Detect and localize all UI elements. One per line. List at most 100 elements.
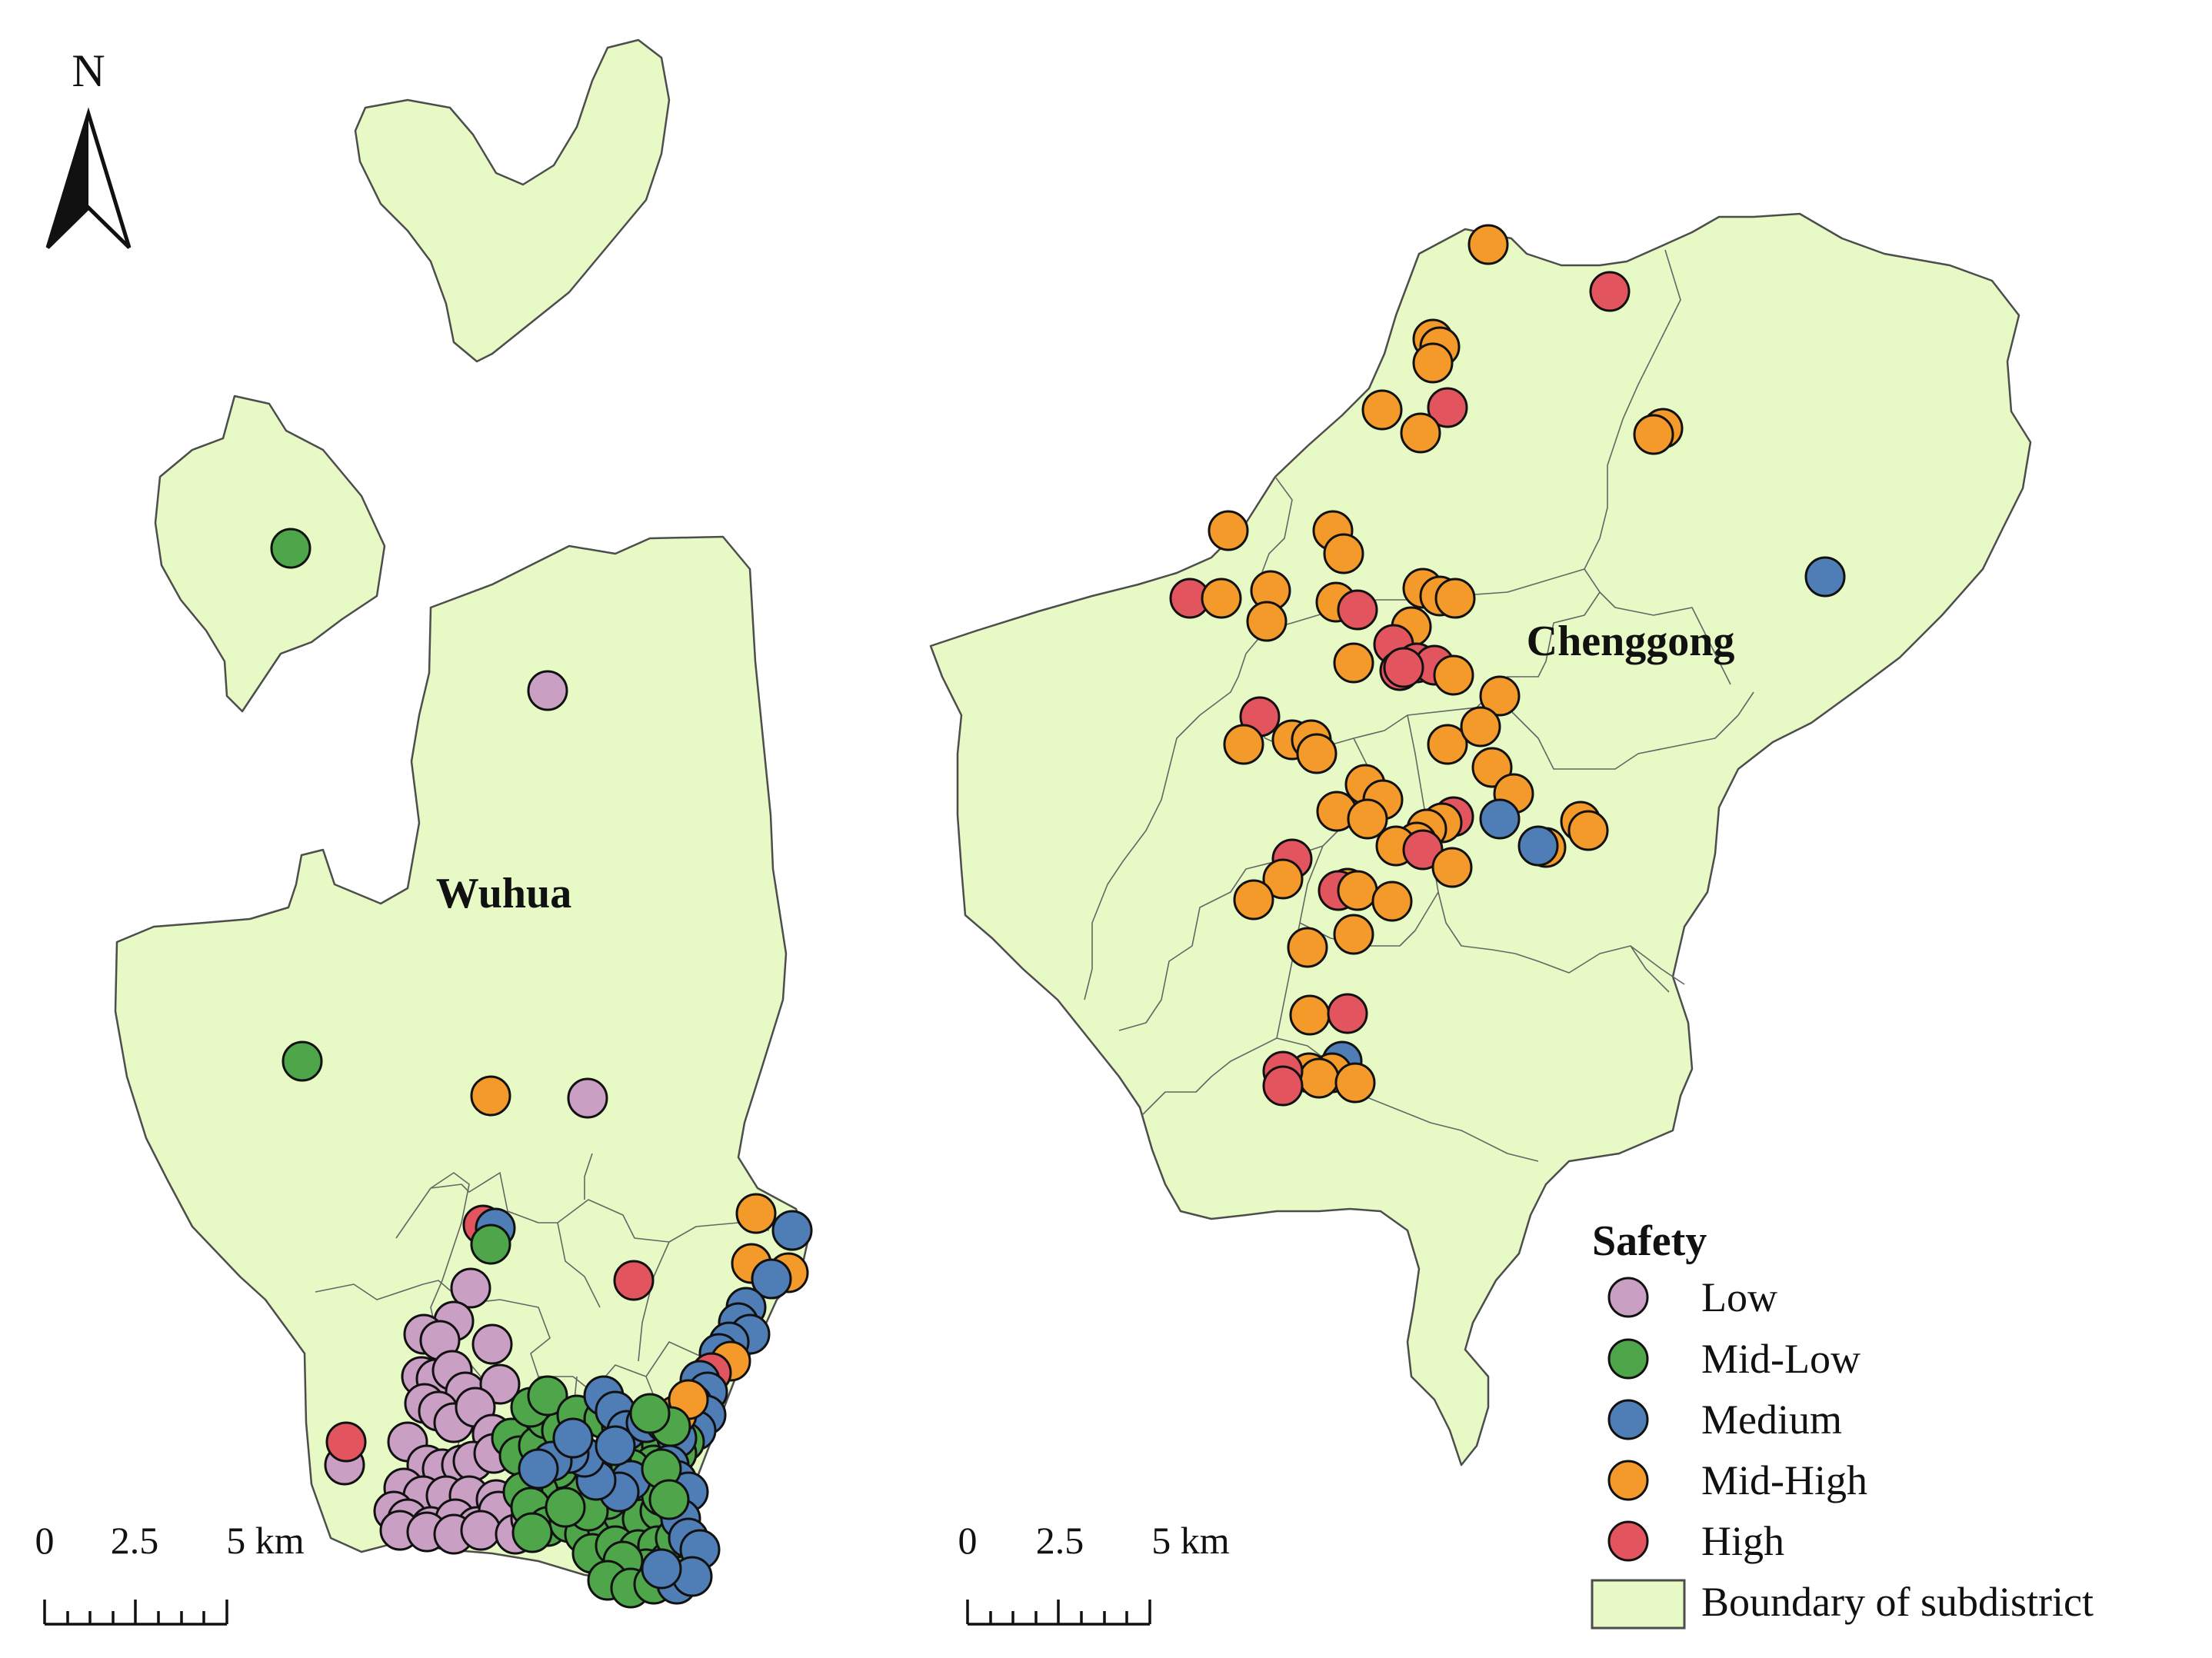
point-mid-high: [1233, 879, 1274, 921]
wuhua-north-enclave: [354, 38, 671, 363]
north-arrow-fill-icon: [48, 114, 88, 248]
point-high: [325, 1421, 367, 1463]
legend-swatch-low: [1607, 1277, 1649, 1318]
point-mid-high: [1471, 747, 1513, 788]
point-mid-high: [1296, 733, 1338, 774]
point-mid-high: [1633, 414, 1674, 455]
scale-bar-wuhua: 0 2.5 5 km: [35, 1519, 305, 1626]
scale-tick-0: 0: [35, 1519, 55, 1562]
chenggong-district: [929, 212, 2032, 1467]
legend-swatch-mid-low: [1607, 1338, 1649, 1380]
chenggong-subdistrict-lines: [1084, 249, 1754, 1162]
scale-tick-2-5: 2.5: [1036, 1519, 1084, 1562]
point-medium: [1804, 556, 1846, 598]
point-high: [1427, 387, 1468, 428]
legend-swatch-high: [1607, 1520, 1649, 1562]
legend: Safety Low Mid-Low Medium Mid-High High …: [1591, 1217, 2094, 1630]
north-arrow-label: N: [72, 45, 105, 96]
legend-swatch-mid-high: [1607, 1460, 1649, 1501]
point-mid-low: [629, 1393, 671, 1434]
point-mid-high: [1223, 724, 1264, 765]
point-high: [1327, 993, 1368, 1034]
point-mid-high: [1434, 578, 1476, 619]
wuhua-district: [114, 38, 809, 1582]
point-high: [1337, 589, 1378, 631]
point-mid-high: [1298, 1057, 1340, 1099]
scale-bar-ruler: [966, 1600, 1151, 1626]
point-mid-high: [1467, 224, 1509, 265]
point-medium: [1517, 825, 1559, 867]
scale-bar-chenggong: 0 2.5 5 km: [958, 1519, 1230, 1626]
point-high: [1589, 271, 1631, 312]
point-mid-high: [1412, 342, 1454, 384]
point-low: [450, 1267, 491, 1309]
point-mid-low: [470, 1224, 511, 1265]
point-mid-high: [1262, 858, 1304, 900]
point-medium: [518, 1448, 559, 1490]
legend-swatch-boundary: [1591, 1579, 1686, 1630]
point-mid-high: [1567, 810, 1609, 851]
point-high: [613, 1260, 655, 1301]
legend-label-low: Low: [1701, 1274, 1777, 1320]
district-label-chenggong: Chenggong: [1527, 618, 1735, 665]
point-high: [1383, 647, 1424, 688]
legend-label-mid-low: Mid-Low: [1701, 1336, 1861, 1382]
point-mid-high: [1347, 798, 1388, 840]
point-medium: [751, 1258, 792, 1300]
safety-points: [270, 224, 1846, 1609]
point-mid-high: [1246, 601, 1288, 642]
point-medium: [641, 1548, 682, 1590]
wuhua-main: [114, 535, 809, 1582]
point-medium: [771, 1210, 813, 1251]
point-mid-high: [1201, 578, 1242, 619]
point-mid-high: [1433, 654, 1474, 696]
point-mid-high: [1400, 412, 1441, 454]
point-mid-high: [1333, 642, 1374, 684]
point-low: [567, 1077, 608, 1119]
scale-tick-5km: 5 km: [226, 1519, 305, 1562]
point-mid-high: [1287, 927, 1328, 968]
point-mid-high: [1334, 1062, 1376, 1104]
point-mid-high: [1427, 724, 1468, 765]
point-mid-low: [527, 1375, 568, 1417]
legend-label-boundary: Boundary of subdistrict: [1701, 1579, 2094, 1625]
point-mid-high: [1431, 847, 1473, 888]
point-mid-high: [1479, 675, 1521, 717]
legend-label-high: High: [1701, 1518, 1784, 1564]
point-mid-high: [1289, 994, 1331, 1036]
north-arrow: N: [45, 45, 132, 249]
point-mid-high: [1460, 706, 1501, 747]
point-high: [1262, 1065, 1304, 1107]
point-mid-high: [1337, 870, 1378, 911]
scale-bar-ruler: [43, 1600, 228, 1626]
point-mid-high: [1323, 533, 1364, 574]
legend-title: Safety: [1592, 1217, 1707, 1265]
point-mid-low: [648, 1479, 690, 1520]
point-mid-low: [545, 1487, 586, 1528]
point-low: [527, 670, 568, 711]
point-mid-high: [1361, 389, 1403, 431]
scale-tick-2-5: 2.5: [111, 1519, 159, 1562]
scale-tick-5km: 5 km: [1151, 1519, 1230, 1562]
legend-label-medium: Medium: [1701, 1397, 1842, 1443]
point-mid-low: [270, 528, 311, 569]
point-medium: [552, 1417, 594, 1459]
point-mid-high: [1371, 881, 1413, 922]
legend-swatch-medium: [1607, 1399, 1649, 1440]
point-low: [460, 1510, 501, 1551]
point-mid-high: [735, 1193, 777, 1234]
wuhua-northwest-enclave: [154, 395, 386, 713]
point-mid-low: [511, 1512, 553, 1553]
scale-tick-0: 0: [958, 1519, 978, 1562]
point-mid-low: [281, 1040, 323, 1082]
legend-label-mid-high: Mid-High: [1701, 1457, 1867, 1503]
point-medium: [595, 1425, 636, 1467]
point-medium: [1479, 798, 1521, 840]
district-label-wuhua: Wuhua: [436, 870, 571, 917]
point-mid-high: [470, 1075, 511, 1117]
point-mid-high: [1333, 914, 1374, 955]
point-low: [471, 1323, 513, 1365]
point-mid-high: [1208, 510, 1249, 551]
